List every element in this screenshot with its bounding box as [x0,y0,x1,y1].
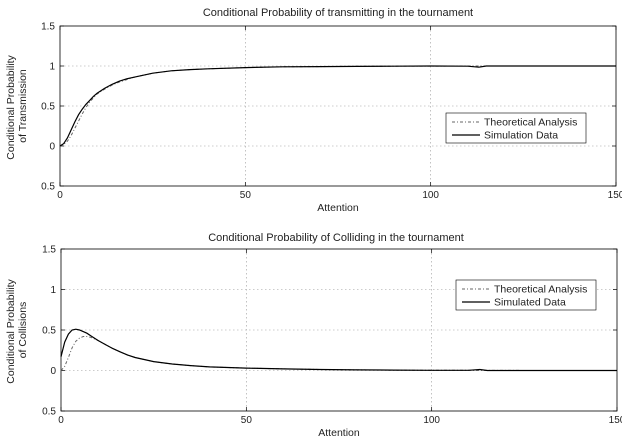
y-tick-label: 0.5 [42,326,56,337]
chart-title: Conditional Probability of transmitting … [203,7,473,19]
grid [61,249,617,411]
x-tick-label: 100 [423,415,440,426]
y-axis-label: Conditional Probability of Collisions [5,276,29,383]
transmission-chart: Conditional Probability of transmitting … [5,7,622,214]
series-line-simulation [59,65,616,147]
y-tick-label: 1.5 [42,245,56,256]
series-lines [59,65,616,147]
y-axis-label-line-1: Conditional Probability [5,278,17,383]
legend-label-simulated: Simulated Data [494,297,566,309]
legend-label-simulation: Simulation Data [484,130,558,142]
y-axis-label-line-2: of Transmission [17,69,29,143]
y-tick-label: 1 [50,285,56,296]
x-tick-label: 50 [241,415,253,426]
y-tick-label: 0.5 [41,182,55,193]
legend: Theoretical Analysis Simulated Data [455,279,597,311]
y-tick-label: 0.5 [41,102,55,113]
y-tick-label: 0 [50,366,56,377]
legend-box [445,112,587,144]
legend-label-theoretical: Theoretical Analysis [484,117,577,129]
series-line-simulation [60,328,617,372]
chart-title: Conditional Probability of Colliding in … [208,232,464,244]
x-tick-label: 100 [422,190,439,201]
y-tick-label: 0.5 [42,407,56,418]
x-tick-label: 0 [58,415,64,426]
y-tick-label: 1.5 [41,22,55,33]
y-tick-label: 1 [49,62,55,73]
grid [60,26,616,186]
y-axis-label-line-1: Conditional Probability [5,54,17,159]
collision-chart: Conditional Probability of Colliding in … [5,232,622,439]
series-line-theoretical [60,336,617,371]
series-lines [60,328,617,372]
y-axis-label: Conditional Probability of Transmission [5,52,29,159]
x-axis-label: Attention [318,427,360,439]
x-tick-label: 0 [57,190,63,201]
y-axis-label-line-2: of Collisions [17,302,29,359]
x-tick-label: 150 [609,415,622,426]
x-axis-label: Attention [317,202,359,214]
legend: Theoretical Analysis Simulation Data [445,112,587,144]
x-tick-label: 150 [608,190,622,201]
legend-label-theoretical: Theoretical Analysis [494,284,587,296]
legend-box [455,279,597,311]
y-tick-label: 0 [49,142,55,153]
x-tick-label: 50 [240,190,252,201]
